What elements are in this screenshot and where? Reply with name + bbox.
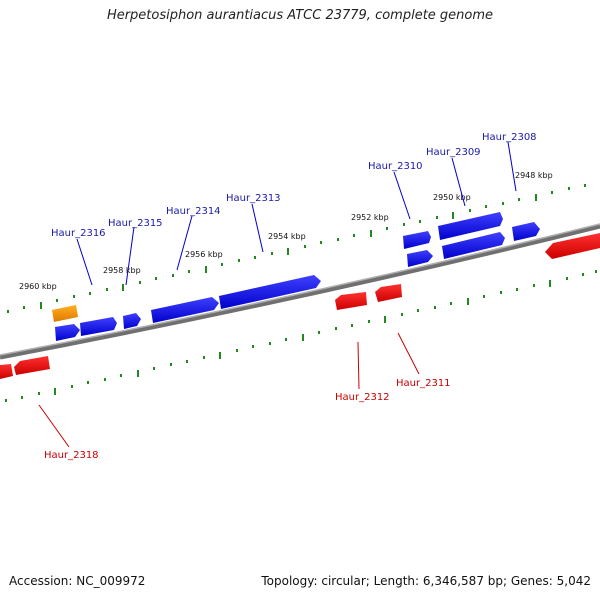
- kbp-label: 2952 kbp: [351, 213, 389, 222]
- gene-label-forward[interactable]: Haur_2313: [226, 193, 281, 204]
- gene-arrow-forward[interactable]: [512, 222, 540, 241]
- gene-label-forward[interactable]: Haur_2308: [482, 132, 537, 143]
- gene-label-forward[interactable]: Haur_2309: [426, 147, 481, 158]
- gene-arrow-reverse[interactable]: [14, 356, 50, 375]
- gene-label-forward[interactable]: Haur_2315: [108, 218, 163, 229]
- kbp-label: 2956 kbp: [185, 250, 223, 259]
- genome-title: Herpetosiphon aurantiacus ATCC 23779, co…: [106, 8, 494, 23]
- kbp-label: 2958 kbp: [103, 266, 141, 275]
- kbp-label: 2960 kbp: [19, 282, 57, 291]
- gene-arrow-forward[interactable]: [407, 250, 433, 267]
- gene-arrow-reverse[interactable]: [375, 284, 402, 302]
- gene-arrow-forward[interactable]: [219, 275, 321, 309]
- gene-label-reverse[interactable]: Haur_2312: [335, 392, 390, 403]
- gene-arrow-forward[interactable]: [55, 324, 80, 341]
- lower-tick-track: [5, 270, 597, 402]
- upper-tick-track: [7, 184, 586, 313]
- gene-label-reverse[interactable]: Haur_2318: [44, 450, 99, 461]
- genome-backbone: [0, 223, 600, 360]
- gene-arrow-reverse[interactable]: [545, 233, 600, 259]
- kbp-label: 2950 kbp: [433, 193, 471, 202]
- gene-label-forward[interactable]: Haur_2316: [51, 228, 106, 239]
- reverse-genes: [0, 233, 600, 379]
- kbp-label: 2954 kbp: [268, 232, 306, 241]
- forward-leader-lines: [76, 141, 517, 286]
- gene-arrow-reverse[interactable]: [335, 292, 367, 310]
- kbp-label: 2948 kbp: [515, 171, 553, 180]
- accession-text: Accession: NC_009972: [9, 574, 146, 588]
- gene-label-forward[interactable]: Haur_2314: [166, 206, 221, 217]
- gene-arrow-other[interactable]: [52, 305, 78, 322]
- topology-text: Topology: circular; Length: 6,346,587 bp…: [261, 574, 591, 588]
- forward-genes: [55, 212, 540, 341]
- reverse-leader-lines: [38, 332, 420, 448]
- gene-arrow-forward[interactable]: [123, 313, 141, 329]
- gene-arrow-reverse[interactable]: [0, 364, 13, 379]
- gene-arrow-forward[interactable]: [442, 232, 505, 259]
- gene-label-forward[interactable]: Haur_2310: [368, 161, 423, 172]
- gene-arrow-forward[interactable]: [80, 317, 117, 336]
- gene-arrow-forward[interactable]: [438, 212, 503, 240]
- gene-arrow-forward[interactable]: [151, 297, 219, 323]
- genome-backbone-highlight: [0, 223, 600, 356]
- gene-arrow-forward[interactable]: [403, 231, 431, 249]
- gene-label-reverse[interactable]: Haur_2311: [396, 378, 451, 389]
